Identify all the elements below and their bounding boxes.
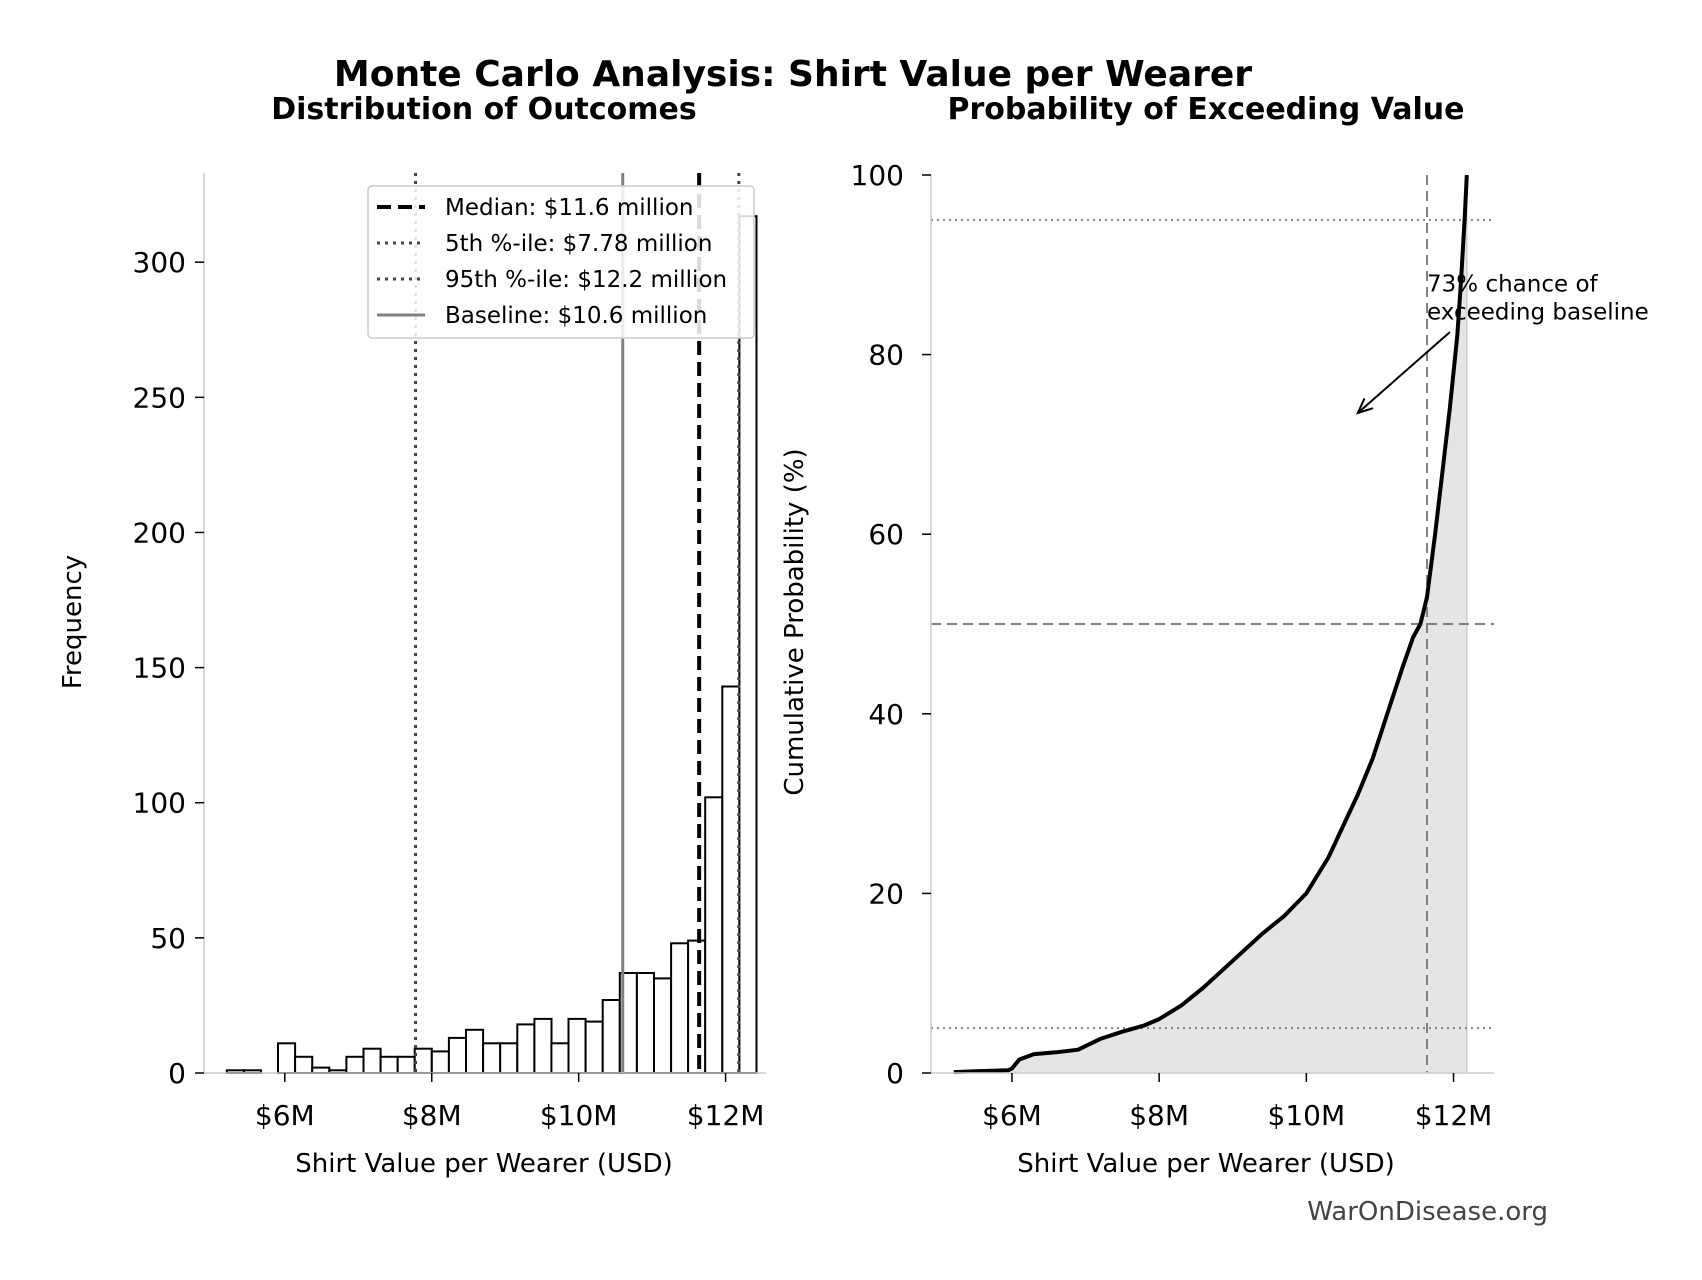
exceedance-y-tick-label: 20 <box>868 877 904 910</box>
histogram-y-axis-label: Frequency <box>58 555 88 689</box>
exceedance-title: Probability of Exceeding Value <box>947 92 1464 127</box>
annotation-line-2: exceeding baseline <box>1427 300 1649 326</box>
annotation-arrow <box>1357 331 1451 414</box>
histogram-legend: Median: $11.6 million 5th %-ile: $7.78 mi… <box>367 185 755 339</box>
histogram-y-tick-label: 200 <box>133 516 186 549</box>
histogram-bar <box>550 1042 570 1075</box>
histogram-x-tick-label: $8M <box>402 1099 462 1132</box>
histogram-bar <box>516 1023 536 1075</box>
histogram-bar <box>482 1042 502 1075</box>
exceedance-y-tick-label: 0 <box>886 1057 904 1090</box>
annotation-arrowhead <box>1355 397 1374 415</box>
histogram-bar <box>430 1050 450 1075</box>
histogram-bar <box>499 1042 519 1075</box>
histogram-bar <box>635 972 656 1074</box>
histogram-bars <box>225 215 758 1075</box>
legend-frame <box>367 185 755 339</box>
legend-entry-label: Baseline: $10.6 million <box>445 303 707 329</box>
histogram-bar <box>396 1055 416 1075</box>
exceedance-reference-lines <box>931 175 1494 1073</box>
histogram-bar <box>413 1047 433 1074</box>
histogram-bar <box>362 1047 382 1074</box>
legend-entry-label: Median: $11.6 million <box>445 195 694 221</box>
exceedance-y-axis-label: Cumulative Probability (%) <box>780 448 810 795</box>
exceedance-y-tick-label: 40 <box>868 698 904 731</box>
histogram-bar <box>567 1017 587 1075</box>
exceedance-x-tick-label: $12M <box>1415 1099 1493 1132</box>
histogram-bar <box>447 1036 467 1075</box>
exceedance-x-tick-label: $6M <box>982 1099 1042 1132</box>
exceedance-y-tick-label: 100 <box>851 159 904 192</box>
exceedance-y-tick-label: 80 <box>868 339 904 372</box>
histogram-bar <box>345 1055 365 1075</box>
exceedance-annotation: 73% chance of exceeding baseline <box>1355 272 1649 415</box>
exceedance-x-tick-label: $8M <box>1129 1099 1189 1132</box>
histogram-y-tick-label: 0 <box>168 1057 186 1090</box>
exceedance-area-fill <box>953 175 1467 1073</box>
histogram-bar <box>311 1066 331 1074</box>
histogram-bar <box>533 1017 553 1075</box>
histogram-bar <box>653 977 673 1075</box>
histogram-y-tick-label: 50 <box>150 922 186 955</box>
histogram-bar <box>584 1020 604 1074</box>
exceedance-panel: Probability of Exceeding Value 0 20 40 60 80… <box>780 92 1649 1179</box>
histogram-bar <box>294 1055 314 1075</box>
exceedance-axes: 0 20 40 60 80 100 $6M $8M $10M $12M <box>851 159 1494 1132</box>
histogram-bar <box>465 1028 485 1075</box>
histogram-y-tick-label: 150 <box>133 652 186 685</box>
exceedance-x-tick-label: $10M <box>1268 1099 1346 1132</box>
histogram-bar <box>738 215 758 1074</box>
histogram-bar <box>687 939 707 1074</box>
exceedance-curve-line <box>953 174 1469 1075</box>
exceedance-curve <box>953 174 1469 1075</box>
histogram-bar <box>277 1042 297 1075</box>
histogram-panel: Distribution of Outcomes 0 50 100 150 200 250… <box>58 92 766 1179</box>
histogram-x-tick-label: $12M <box>687 1099 765 1132</box>
exceedance-y-tick-label: 60 <box>868 518 904 551</box>
histogram-bar <box>704 796 724 1074</box>
watermark: WarOnDisease.org <box>1307 1197 1548 1227</box>
histogram-x-tick-label: $10M <box>540 1099 618 1132</box>
histogram-axes: 0 50 100 150 200 250 300 $6M $8M $10M $12M <box>133 173 766 1132</box>
histogram-y-tick-label: 300 <box>133 246 186 279</box>
histogram-bar <box>670 942 690 1074</box>
legend-entry-label: 5th %-ile: $7.78 million <box>445 231 712 257</box>
histogram-bar <box>379 1055 399 1075</box>
histogram-y-tick-label: 100 <box>133 787 186 820</box>
histogram-y-tick-label: 250 <box>133 381 186 414</box>
histogram-x-axis-label: Shirt Value per Wearer (USD) <box>295 1149 673 1179</box>
annotation-line-1: 73% chance of <box>1427 272 1599 298</box>
histogram-x-tick-label: $6M <box>255 1099 315 1132</box>
histogram-bar <box>721 685 741 1074</box>
figure-title: Monte Carlo Analysis: Shirt Value per We… <box>334 54 1252 95</box>
histogram-title: Distribution of Outcomes <box>271 92 697 127</box>
histogram-bar <box>601 999 621 1074</box>
exceedance-x-axis-label: Shirt Value per Wearer (USD) <box>1017 1149 1395 1179</box>
legend-entry-label: 95th %-ile: $12.2 million <box>445 267 727 293</box>
